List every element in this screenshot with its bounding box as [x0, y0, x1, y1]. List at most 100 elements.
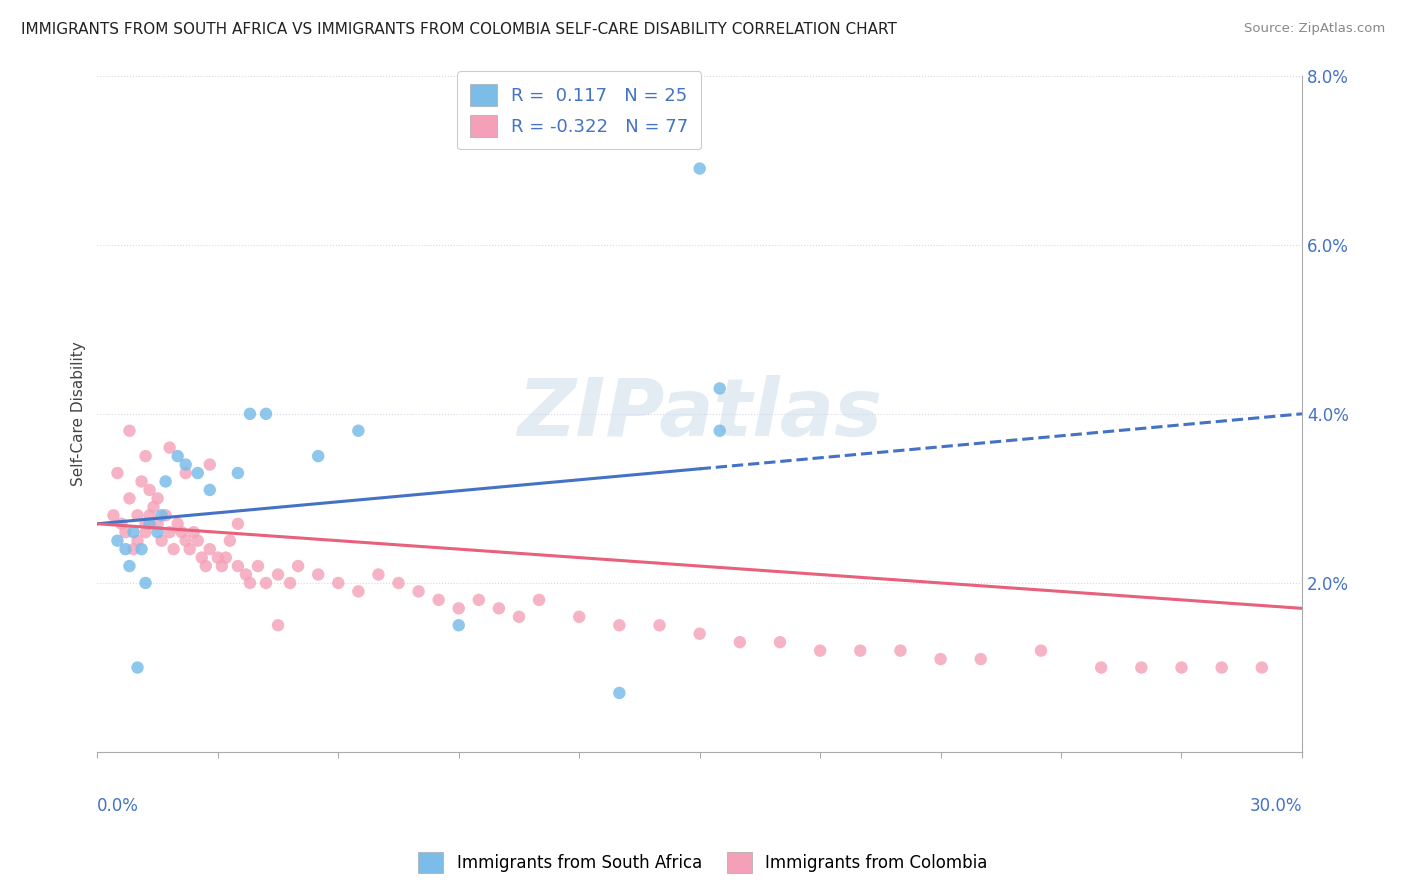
Point — [118, 491, 141, 506]
Legend: R =  0.117   N = 25, R = -0.322   N = 77: R = 0.117 N = 25, R = -0.322 N = 77 — [457, 71, 702, 149]
Text: 30.0%: 30.0% — [1250, 797, 1302, 814]
Point — [118, 424, 141, 438]
Point — [127, 533, 149, 548]
Point — [118, 559, 141, 574]
Point — [198, 458, 221, 472]
Point — [174, 458, 197, 472]
Text: Source: ZipAtlas.com: Source: ZipAtlas.com — [1244, 22, 1385, 36]
Point — [728, 635, 751, 649]
Point — [267, 567, 290, 582]
Point — [1130, 660, 1153, 674]
Point — [135, 449, 157, 463]
Point — [235, 567, 257, 582]
Point — [889, 643, 911, 657]
Point — [166, 449, 188, 463]
Point — [527, 593, 550, 607]
Point — [226, 559, 249, 574]
Point — [127, 660, 149, 674]
Point — [347, 424, 370, 438]
Point — [179, 542, 201, 557]
Point — [211, 559, 233, 574]
Point — [142, 500, 165, 514]
Point — [387, 576, 409, 591]
Point — [138, 483, 160, 497]
Point — [198, 483, 221, 497]
Point — [146, 516, 169, 531]
Text: ZIPatlas: ZIPatlas — [517, 375, 882, 453]
Point — [447, 618, 470, 632]
Point — [166, 516, 188, 531]
Point — [198, 542, 221, 557]
Point — [146, 525, 169, 540]
Point — [174, 466, 197, 480]
Point — [1211, 660, 1233, 674]
Point — [307, 449, 329, 463]
Point — [367, 567, 389, 582]
Point — [689, 161, 711, 176]
Text: IMMIGRANTS FROM SOUTH AFRICA VS IMMIGRANTS FROM COLOMBIA SELF-CARE DISABILITY CO: IMMIGRANTS FROM SOUTH AFRICA VS IMMIGRAN… — [21, 22, 897, 37]
Point — [970, 652, 993, 666]
Point — [215, 550, 238, 565]
Point — [146, 491, 169, 506]
Point — [218, 533, 240, 548]
Point — [114, 542, 136, 557]
Point — [648, 618, 671, 632]
Point — [150, 533, 173, 548]
Point — [408, 584, 430, 599]
Legend: Immigrants from South Africa, Immigrants from Colombia: Immigrants from South Africa, Immigrants… — [412, 846, 994, 880]
Point — [239, 576, 262, 591]
Point — [287, 559, 309, 574]
Point — [508, 609, 530, 624]
Point — [194, 559, 217, 574]
Point — [226, 466, 249, 480]
Point — [447, 601, 470, 615]
Point — [328, 576, 350, 591]
Point — [254, 407, 277, 421]
Point — [849, 643, 872, 657]
Point — [103, 508, 125, 523]
Point — [689, 626, 711, 640]
Point — [135, 576, 157, 591]
Point — [135, 525, 157, 540]
Point — [427, 593, 450, 607]
Point — [239, 407, 262, 421]
Point — [1090, 660, 1112, 674]
Point — [769, 635, 792, 649]
Point — [1170, 660, 1192, 674]
Point — [122, 542, 145, 557]
Point — [709, 424, 731, 438]
Point — [609, 618, 631, 632]
Point — [307, 567, 329, 582]
Point — [159, 525, 181, 540]
Point — [187, 466, 209, 480]
Point — [114, 525, 136, 540]
Point — [131, 475, 153, 489]
Point — [183, 525, 205, 540]
Point — [347, 584, 370, 599]
Point — [468, 593, 491, 607]
Point — [150, 508, 173, 523]
Point — [246, 559, 269, 574]
Point — [207, 550, 229, 565]
Point — [609, 686, 631, 700]
Point — [159, 441, 181, 455]
Point — [226, 516, 249, 531]
Point — [174, 533, 197, 548]
Point — [488, 601, 510, 615]
Text: 0.0%: 0.0% — [97, 797, 139, 814]
Point — [155, 475, 177, 489]
Point — [254, 576, 277, 591]
Point — [110, 516, 132, 531]
Point — [568, 609, 591, 624]
Point — [135, 516, 157, 531]
Point — [709, 381, 731, 395]
Point — [187, 533, 209, 548]
Point — [163, 542, 186, 557]
Point — [1029, 643, 1052, 657]
Point — [267, 618, 290, 632]
Point — [138, 516, 160, 531]
Point — [131, 542, 153, 557]
Point — [122, 525, 145, 540]
Point — [155, 508, 177, 523]
Point — [107, 466, 129, 480]
